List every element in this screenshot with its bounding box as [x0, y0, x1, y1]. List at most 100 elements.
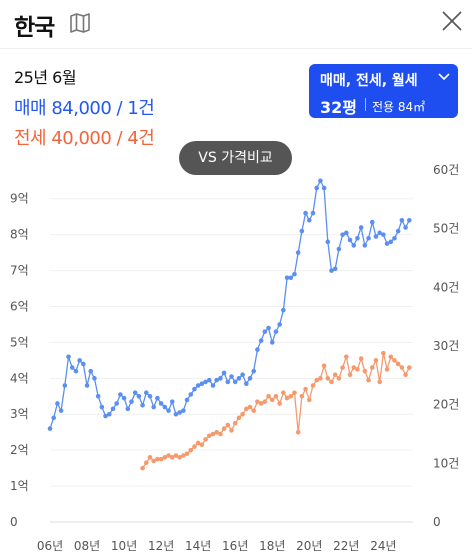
sale-price-point: [158, 401, 164, 406]
sale-price-point: [181, 408, 186, 413]
lease-price-point: [366, 377, 371, 383]
price-chart: 0 1억 2억 3억 4억 5억 6억 7억 8억 9억 0 10건 20건 30건 40건 50건 60건 06…: [10, 163, 459, 553]
sale-price-point: [103, 413, 108, 419]
lease-price-point: [299, 393, 305, 399]
page-title: 한국: [14, 15, 55, 41]
sale-price-point: [151, 404, 157, 410]
sale-price-point: [147, 393, 153, 399]
sale-price-point: [314, 185, 319, 191]
sale-price-point: [118, 392, 123, 397]
map-icon[interactable]: [69, 13, 91, 33]
lease-price-point: [392, 358, 397, 363]
x-tick-label: 20년: [296, 539, 322, 553]
sale-price-point: [203, 379, 208, 385]
lease-price-point: [388, 354, 394, 360]
lease-price-point: [158, 456, 164, 462]
lease-price-point: [381, 350, 386, 356]
x-tick-label: 24년: [370, 539, 396, 553]
sale-price-point: [236, 376, 242, 381]
sale-price-point: [232, 379, 238, 385]
sale-price-point: [81, 361, 86, 367]
sale-price-point: [288, 275, 294, 281]
sale-price-point: [358, 225, 364, 230]
sale-price-point: [266, 325, 271, 331]
x-tick-label: 22년: [333, 539, 359, 553]
sale-price-point: [229, 374, 234, 379]
y-tick-label-left: 0: [10, 515, 18, 529]
lease-price-point: [177, 455, 182, 460]
y-tick-label-left: 2억: [10, 443, 29, 457]
sale-price-point: [388, 239, 394, 245]
sale-price-point: [295, 250, 301, 255]
sale-price-point: [395, 228, 401, 234]
lease-price-point: [358, 356, 364, 361]
close-icon[interactable]: [440, 9, 464, 33]
lease-price-point: [229, 428, 234, 433]
sale-price-point: [399, 217, 405, 223]
vs-compare-button[interactable]: VS 가격비교: [179, 141, 292, 175]
sale-price-point: [125, 406, 131, 412]
sale-price-point: [95, 393, 101, 399]
lease-price-point: [336, 376, 342, 381]
lease-price-point: [362, 368, 368, 374]
lease-price-point: [214, 429, 219, 435]
lease-summary: 전세 40,000 / 4건: [14, 128, 155, 149]
sale-price-point: [184, 397, 190, 403]
lease-price-point: [384, 367, 390, 372]
sale-price-point: [188, 392, 194, 397]
lease-price-point: [373, 358, 379, 363]
sale-price-point: [136, 393, 142, 399]
sale-price-point: [251, 368, 257, 374]
lease-price-point: [355, 367, 360, 372]
sale-price-point: [351, 243, 357, 248]
sale-price-point: [225, 379, 231, 385]
lease-price-point: [403, 372, 408, 378]
sale-price-point: [77, 358, 82, 363]
y-tick-label-left: 1억: [10, 479, 29, 493]
sale-price-point: [284, 275, 290, 281]
sale-price-point: [110, 406, 116, 412]
y-tick-label-right: 60건: [433, 163, 459, 177]
lease-price-point: [147, 455, 153, 460]
sale-price-point: [218, 376, 223, 381]
sale-price-point: [362, 243, 368, 248]
sale-price-point: [214, 377, 219, 383]
lease-price-point: [347, 372, 353, 378]
sale-price-point: [332, 266, 338, 272]
sale-price-point: [66, 354, 71, 360]
lease-price-point: [225, 422, 231, 428]
lease-price-point: [258, 401, 264, 406]
lease-price-point: [144, 460, 149, 466]
sale-price-point: [92, 376, 97, 381]
filter-button[interactable]: 매매, 전세, 월세 32평 전용 84㎡: [309, 64, 458, 118]
sale-price-point: [273, 329, 279, 334]
y-tick-label-left: 3억: [10, 407, 29, 421]
sale-price-point: [306, 217, 312, 223]
lease-price-point: [192, 444, 197, 449]
lease-price-point: [218, 431, 223, 437]
sale-price-point: [369, 219, 375, 225]
sale-price-point: [299, 228, 305, 234]
sale-price-point: [381, 232, 386, 237]
sale-price-point: [84, 383, 90, 388]
lease-price-point: [399, 365, 405, 370]
sale-price-point: [162, 404, 168, 410]
sale-price-point: [121, 395, 127, 401]
y-tick-label-right: 0: [433, 515, 441, 529]
x-tick-label: 06년: [37, 539, 63, 553]
sale-price-point: [384, 241, 390, 246]
sale-price-point: [58, 408, 64, 413]
lease-price-point: [295, 429, 301, 435]
lease-price-point: [247, 404, 253, 410]
lease-price-point: [269, 397, 275, 403]
y-tick-label-right: 40건: [433, 280, 459, 294]
sale-summary: 매매 84,000 / 1건: [14, 98, 155, 119]
y-tick-label-left: 9억: [10, 192, 29, 206]
lease-price-point: [329, 379, 334, 385]
filter-divider: [365, 98, 366, 111]
sale-price-point: [166, 408, 171, 413]
sale-price-point: [318, 178, 323, 184]
sale-price-point: [403, 225, 408, 230]
lease-price-point: [206, 433, 212, 439]
sale-price-point: [244, 381, 249, 387]
